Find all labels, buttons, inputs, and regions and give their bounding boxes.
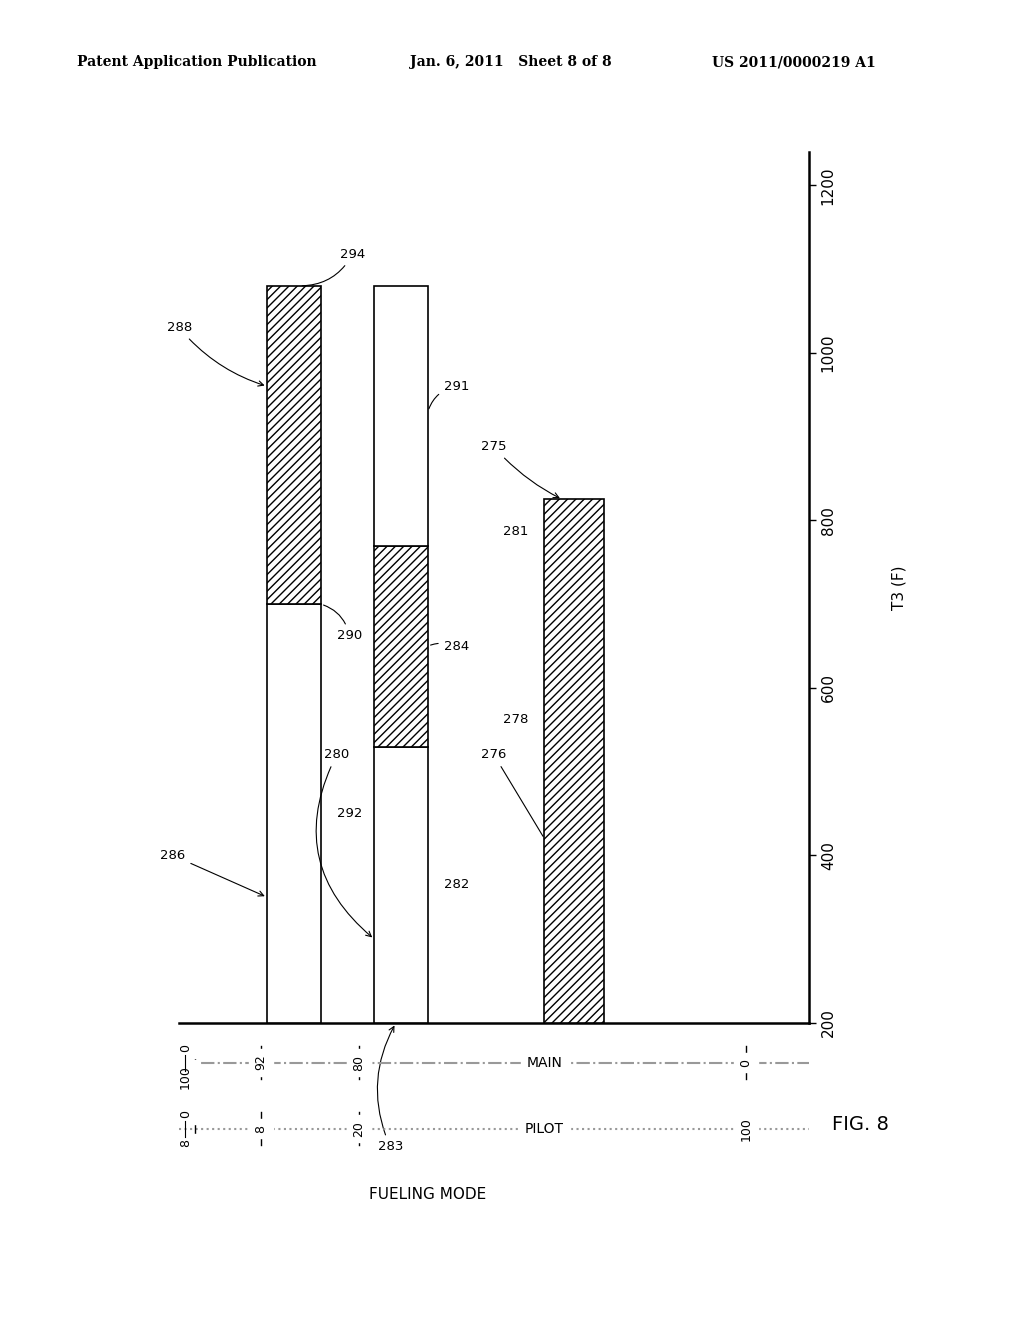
Bar	[375, 747, 428, 1023]
Bar	[267, 605, 321, 1023]
Text: PILOT: PILOT	[525, 1122, 564, 1135]
Bar	[375, 545, 428, 747]
Text: Patent Application Publication: Patent Application Publication	[77, 55, 316, 70]
Text: 92: 92	[255, 1055, 267, 1071]
Text: 0: 0	[179, 1110, 191, 1118]
Text: 291: 291	[429, 380, 469, 409]
Text: 100: 100	[179, 1065, 191, 1089]
Text: Jan. 6, 2011   Sheet 8 of 8: Jan. 6, 2011 Sheet 8 of 8	[410, 55, 611, 70]
Text: 80: 80	[352, 1055, 366, 1071]
Text: US 2011/0000219 A1: US 2011/0000219 A1	[712, 55, 876, 70]
Text: 8: 8	[255, 1125, 267, 1133]
Text: 0: 0	[179, 1044, 191, 1052]
Text: FIG. 8: FIG. 8	[831, 1115, 889, 1134]
Text: 20: 20	[352, 1121, 366, 1137]
Bar	[267, 286, 321, 605]
Text: 100: 100	[739, 1117, 753, 1140]
Text: 290: 290	[324, 605, 361, 643]
Text: 283: 283	[378, 1027, 403, 1154]
Y-axis label: T3 (F): T3 (F)	[891, 565, 906, 610]
Text: 288: 288	[167, 321, 263, 385]
Text: 292: 292	[337, 807, 362, 820]
Text: 278: 278	[504, 713, 528, 726]
Bar	[375, 286, 428, 545]
Text: 0: 0	[739, 1059, 753, 1067]
Text: 276: 276	[481, 748, 543, 837]
Text: 281: 281	[504, 524, 528, 537]
Text: FUELING MODE: FUELING MODE	[369, 1187, 486, 1203]
Text: 294: 294	[302, 248, 365, 286]
Text: MAIN: MAIN	[526, 1056, 562, 1069]
Text: 8: 8	[179, 1139, 191, 1147]
Bar	[545, 499, 604, 1023]
Text: 275: 275	[481, 441, 559, 498]
Text: 280: 280	[316, 748, 372, 937]
Text: 284: 284	[430, 639, 469, 652]
Text: 282: 282	[443, 878, 469, 891]
Text: 286: 286	[160, 849, 264, 896]
